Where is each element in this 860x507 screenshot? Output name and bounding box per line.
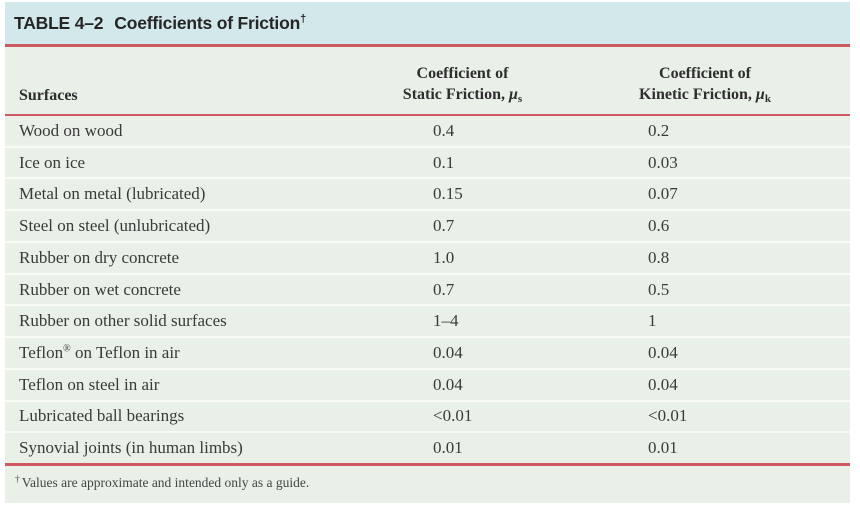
table-row: Rubber on dry concrete 1.0 0.8	[5, 243, 850, 275]
table-row: Teflon® on Teflon in air 0.04 0.04	[5, 338, 850, 370]
kinetic-friction-value: 0.01	[648, 438, 678, 458]
surface-cell: Synovial joints (in human limbs)	[19, 438, 243, 458]
mu-subscript-s: s	[517, 92, 523, 105]
static-friction-value: 0.7	[433, 279, 455, 299]
static-friction-value: 0.4	[433, 120, 455, 140]
surface-cell: Steel on steel (unlubricated)	[19, 216, 211, 236]
header-kinetic-line1: Coefficient of	[659, 64, 751, 82]
surface-cell: Lubricated ball bearings	[19, 406, 185, 426]
static-friction-value: 0.7	[433, 216, 455, 236]
mu-symbol: μ	[755, 85, 765, 103]
rule-under-header	[5, 114, 850, 116]
kinetic-friction-value: 1	[648, 311, 657, 331]
mu-subscript-k: k	[764, 92, 771, 105]
static-friction-value: 0.04	[433, 374, 463, 394]
table-row: Wood on wood 0.4 0.2	[5, 116, 850, 148]
surface-cell: Wood on wood	[19, 120, 123, 140]
kinetic-friction-value: 0.04	[648, 374, 678, 394]
footnote-text: Values are approximate and intended only…	[21, 475, 310, 490]
kinetic-friction-value: 0.07	[648, 184, 678, 204]
registered-trademark: ®	[63, 343, 71, 355]
header-kinetic-line2: Kinetic Friction,	[639, 85, 756, 103]
table-rows: Wood on wood 0.4 0.2 Ice on ice 0.1 0.03 Metal…	[5, 116, 850, 463]
footnote-dagger: †	[15, 474, 20, 485]
surface-cell: Rubber on wet concrete	[19, 279, 181, 299]
table-title: Coefficients of Friction†	[114, 13, 306, 34]
surface-cell: Teflon on steel in air	[19, 374, 160, 394]
table-footnote: † Values are approximate and intended onl…	[5, 466, 850, 503]
table-row: Metal on metal (lubricated) 0.15 0.07	[5, 179, 850, 212]
table-row: Rubber on other solid surfaces 1–4 1	[5, 306, 850, 339]
kinetic-friction-value: 0.03	[648, 152, 678, 172]
header-static-line2: Static Friction,	[402, 85, 509, 103]
static-friction-value: 0.01	[433, 438, 463, 458]
table-title-text: Coefficients of Friction	[114, 12, 301, 33]
header-surfaces: Surfaces	[19, 87, 78, 104]
table-row: Synovial joints (in human limbs) 0.01 0.01	[5, 433, 850, 463]
table-number: TABLE 4–2	[14, 12, 104, 33]
static-friction-value: 1–4	[433, 311, 459, 331]
static-friction-value: 0.15	[433, 184, 463, 204]
table-row: Lubricated ball bearings <0.01 <0.01	[5, 402, 850, 434]
surface-cell: Ice on ice	[19, 152, 86, 172]
title-dagger: †	[300, 12, 306, 25]
static-friction-value: 1.0	[433, 247, 455, 267]
table-row: Steel on steel (unlubricated) 0.7 0.6	[5, 211, 850, 243]
kinetic-friction-value: 0.04	[648, 343, 678, 362]
static-friction-value: 0.1	[433, 152, 455, 172]
rule-above-footnote	[5, 463, 850, 466]
header-kinetic-friction: Coefficient of Kinetic Friction, μk	[560, 63, 850, 105]
mu-symbol: μ	[509, 85, 518, 103]
kinetic-friction-value: 0.6	[648, 216, 670, 236]
kinetic-friction-value: 0.8	[648, 247, 670, 267]
kinetic-friction-value: 0.5	[648, 279, 670, 299]
rule-under-title	[5, 44, 850, 47]
friction-table: TABLE 4–2 Coefficients of Friction† Surf…	[5, 2, 850, 503]
table-header-row: Surfaces Coefficient of Static Friction,…	[5, 47, 850, 114]
table-title-bar: TABLE 4–2 Coefficients of Friction†	[5, 2, 850, 44]
table-row: Rubber on wet concrete 0.7 0.5	[5, 275, 850, 307]
kinetic-friction-value: 0.2	[648, 120, 670, 140]
surface-cell: Metal on metal (lubricated)	[19, 184, 206, 204]
surface-cell: Rubber on other solid surfaces	[19, 311, 227, 331]
static-friction-value: 0.04	[433, 343, 463, 362]
table-row: Ice on ice 0.1 0.03	[5, 148, 850, 180]
static-friction-value: <0.01	[433, 406, 473, 426]
kinetic-friction-value: <0.01	[648, 406, 688, 426]
header-static-line1: Coefficient of	[416, 64, 509, 82]
surface-cell: Teflon® on Teflon in air	[19, 343, 180, 362]
table-row: Teflon on steel in air 0.04 0.04	[5, 370, 850, 402]
surface-cell: Rubber on dry concrete	[19, 247, 180, 267]
header-static-friction: Coefficient of Static Friction, μs	[365, 63, 560, 105]
